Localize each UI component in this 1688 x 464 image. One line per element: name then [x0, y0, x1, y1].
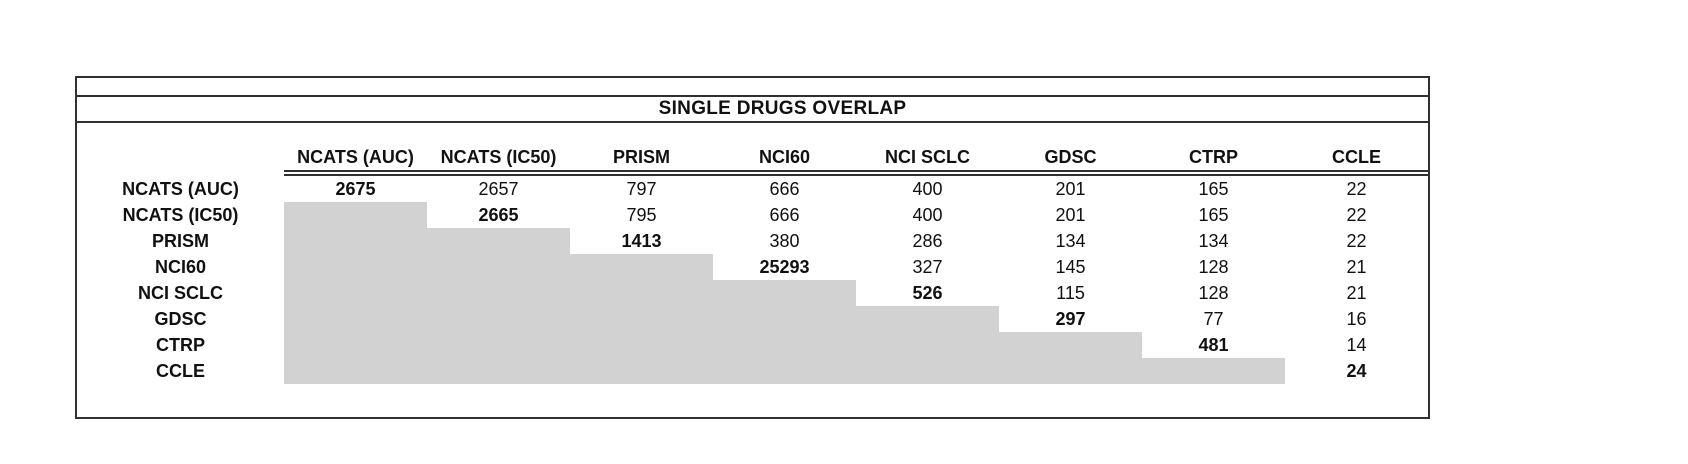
- matrix-row: CCLE 24: [77, 358, 1428, 384]
- matrix-cell-shaded: [284, 358, 427, 384]
- matrix-cell-shaded: [427, 306, 570, 332]
- matrix-row: NCATS (IC50) 2665 795 666 400 201 165 22: [77, 202, 1428, 228]
- row-label: NCATS (AUC): [122, 178, 239, 199]
- matrix-cell: 400: [912, 204, 943, 225]
- column-header: GDSC: [1044, 146, 1097, 167]
- matrix-cell: 201: [1055, 204, 1086, 225]
- matrix-cell: 201: [1055, 178, 1086, 199]
- matrix-cell: 2665: [478, 204, 519, 225]
- column-header: CCLE: [1332, 146, 1381, 167]
- matrix-row: NCATS (AUC) 2675 2657 797 666 400 201 165 22: [77, 176, 1428, 202]
- matrix-cell: 400: [912, 178, 943, 199]
- matrix-cell: 128: [1198, 256, 1229, 277]
- matrix-cell: 134: [1198, 230, 1229, 251]
- matrix-cell: 128: [1198, 282, 1229, 303]
- row-label: NCI60: [154, 256, 207, 277]
- matrix-cell-shaded: [284, 254, 427, 280]
- matrix-cell: 14: [1346, 334, 1367, 355]
- matrix-cell-shaded: [713, 332, 856, 358]
- matrix-cell-shaded: [570, 306, 713, 332]
- row-label: GDSC: [154, 308, 207, 329]
- matrix-cell: 22: [1346, 230, 1367, 251]
- matrix-cell: 77: [1203, 308, 1224, 329]
- matrix-cell: 21: [1346, 256, 1367, 277]
- matrix-row: NCI60 25293 327 145 128 21: [77, 254, 1428, 280]
- matrix-cell-shaded: [713, 280, 856, 306]
- row-label: CTRP: [156, 334, 205, 355]
- matrix-cell-shaded: [570, 332, 713, 358]
- matrix-cell-shaded: [570, 280, 713, 306]
- matrix-cell: 21: [1346, 282, 1367, 303]
- matrix-cell-shaded: [284, 280, 427, 306]
- matrix-cell-shaded: [284, 202, 427, 228]
- matrix-cell-shaded: [284, 228, 427, 254]
- matrix-cell: 526: [912, 282, 943, 303]
- matrix-cell-shaded: [999, 332, 1142, 358]
- matrix-cell-shaded: [1142, 358, 1285, 384]
- matrix-cell-shaded: [856, 358, 999, 384]
- column-header: NCATS (AUC): [297, 146, 414, 167]
- matrix-body: NCATS (AUC) 2675 2657 797 666 400 201 165 22 NCAT…: [77, 176, 1428, 384]
- matrix-cell: 134: [1055, 230, 1086, 251]
- overlap-matrix: NCATS (AUC) NCATS (IC50) PRISM NCI60 NCI SCL…: [77, 123, 1428, 384]
- matrix-cell-shaded: [284, 332, 427, 358]
- matrix-cell: 380: [769, 230, 800, 251]
- matrix-cell: 327: [912, 256, 943, 277]
- matrix-corner-cell: [77, 144, 284, 176]
- matrix-row: GDSC 297 77 16: [77, 306, 1428, 332]
- matrix-cell: 165: [1198, 178, 1229, 199]
- matrix-cell-shaded: [427, 228, 570, 254]
- matrix-column-headers: NCATS (AUC) NCATS (IC50) PRISM NCI60 NCI SCL…: [284, 144, 1428, 176]
- matrix-cell: 165: [1198, 204, 1229, 225]
- matrix-cell-shaded: [427, 332, 570, 358]
- matrix-cell-shaded: [999, 358, 1142, 384]
- matrix-cell: 666: [769, 204, 800, 225]
- matrix-cell: 22: [1346, 204, 1367, 225]
- row-label: NCATS (IC50): [122, 204, 239, 225]
- matrix-cell-shaded: [856, 306, 999, 332]
- matrix-cell: 481: [1198, 334, 1229, 355]
- matrix-cell: 115: [1056, 282, 1085, 303]
- table-title: SINGLE DRUGS OVERLAP: [658, 98, 907, 119]
- column-header: NCI SCLC: [885, 146, 970, 167]
- matrix-cell: 795: [626, 204, 657, 225]
- matrix-cell: 1413: [621, 230, 662, 251]
- matrix-cell: 16: [1346, 308, 1367, 329]
- matrix-cell-shaded: [856, 332, 999, 358]
- matrix-row: PRISM 1413 380 286 134 134 22: [77, 228, 1428, 254]
- matrix-cell-shaded: [570, 358, 713, 384]
- row-label: PRISM: [151, 230, 209, 251]
- matrix-cell: 25293: [759, 256, 810, 277]
- matrix-cell-shaded: [713, 306, 856, 332]
- column-header: CTRP: [1189, 146, 1238, 167]
- matrix-cell: 297: [1055, 308, 1086, 329]
- row-label: NCI SCLC: [138, 282, 223, 303]
- matrix-cell: 145: [1055, 256, 1086, 277]
- column-header: PRISM: [612, 146, 670, 167]
- matrix-cell-shaded: [570, 254, 713, 280]
- overlap-table-frame: SINGLE DRUGS OVERLAP NCATS (AUC) NCATS (I…: [75, 76, 1430, 419]
- matrix-cell-shaded: [284, 306, 427, 332]
- matrix-cell-shaded: [713, 358, 856, 384]
- matrix-cell: 2675: [335, 178, 376, 199]
- matrix-cell: 22: [1346, 178, 1367, 199]
- column-header: NCATS (IC50): [440, 146, 557, 167]
- matrix-cell-shaded: [427, 280, 570, 306]
- matrix-row: CTRP 481 14: [77, 332, 1428, 358]
- table-top-strip: [77, 78, 1428, 97]
- column-header: NCI60: [758, 146, 811, 167]
- matrix-cell: 666: [769, 178, 800, 199]
- matrix-cell: 286: [912, 230, 943, 251]
- matrix-row: NCI SCLC 526 115 128 21: [77, 280, 1428, 306]
- matrix-cell-shaded: [427, 254, 570, 280]
- matrix-cell: 2657: [478, 178, 519, 199]
- table-title-row: SINGLE DRUGS OVERLAP: [77, 97, 1428, 123]
- row-label: CCLE: [156, 360, 205, 381]
- matrix-header-row: NCATS (AUC) NCATS (IC50) PRISM NCI60 NCI SCL…: [77, 144, 1428, 176]
- matrix-cell-shaded: [427, 358, 570, 384]
- matrix-cell: 797: [626, 178, 657, 199]
- matrix-cell: 24: [1346, 360, 1367, 381]
